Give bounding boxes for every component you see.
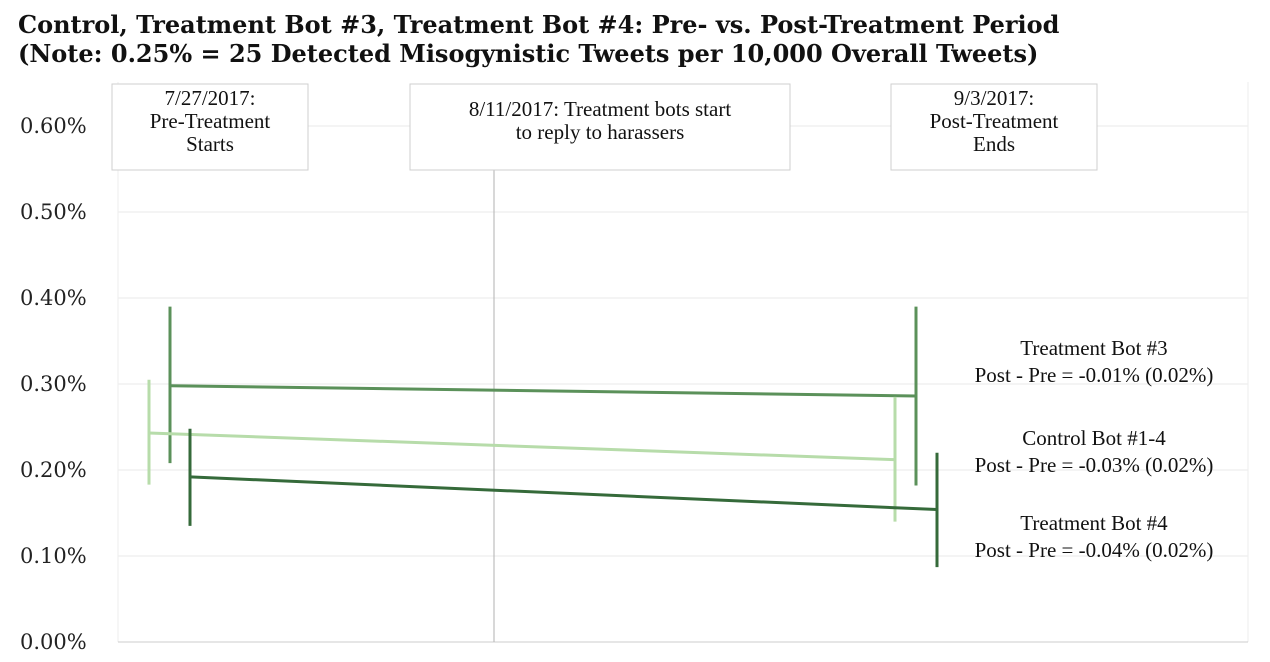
series-line [148, 431, 896, 462]
chart-title: Control, Treatment Bot #3, Treatment Bot… [18, 10, 1060, 39]
series-label-name: Treatment Bot #4 [1020, 511, 1168, 535]
annotation-text: 7/27/2017: [164, 86, 255, 110]
chart-title-block: Control, Treatment Bot #3, Treatment Bot… [18, 10, 1258, 68]
series-label-diff: Post - Pre = -0.03% (0.02%) [975, 453, 1214, 477]
y-tick-label: 0.20% [20, 458, 87, 482]
series-label-diff: Post - Pre = -0.04% (0.02%) [975, 538, 1214, 562]
annotation-frame [111, 83, 309, 171]
annotation-text: Starts [186, 132, 234, 156]
annotation-frame [409, 83, 791, 171]
annotation-text: Post-Treatment [930, 109, 1059, 133]
series-treatment-bot-3 [168, 306, 918, 486]
chart-subtitle: (Note: 0.25% = 25 Detected Misogynistic … [18, 39, 1039, 68]
annotation-text: Pre-Treatment [150, 109, 271, 133]
annotation-text: 8/11/2017: Treatment bots start [469, 97, 731, 121]
series-treatment-bot-4 [188, 428, 939, 568]
y-tick-label: 0.30% [20, 372, 87, 396]
series-label-name: Treatment Bot #3 [1020, 336, 1167, 360]
series-line [169, 384, 917, 398]
annotation-text: to reply to harassers [516, 120, 685, 144]
annotation-text: 9/3/2017: [954, 86, 1035, 110]
y-tick-label: 0.10% [20, 544, 87, 568]
annotation-frame [890, 83, 1098, 171]
series-label-name: Control Bot #1-4 [1022, 426, 1166, 450]
y-tick-label: 0.60% [20, 114, 87, 138]
y-tick-label: 0.00% [20, 630, 87, 654]
series-control-bot-1-4 [147, 379, 897, 522]
series-line [189, 475, 938, 512]
annotation-text: Ends [973, 132, 1015, 156]
y-tick-label: 0.50% [20, 200, 87, 224]
y-tick-label: 0.40% [20, 286, 87, 310]
series-label-diff: Post - Pre = -0.01% (0.02%) [975, 363, 1214, 387]
